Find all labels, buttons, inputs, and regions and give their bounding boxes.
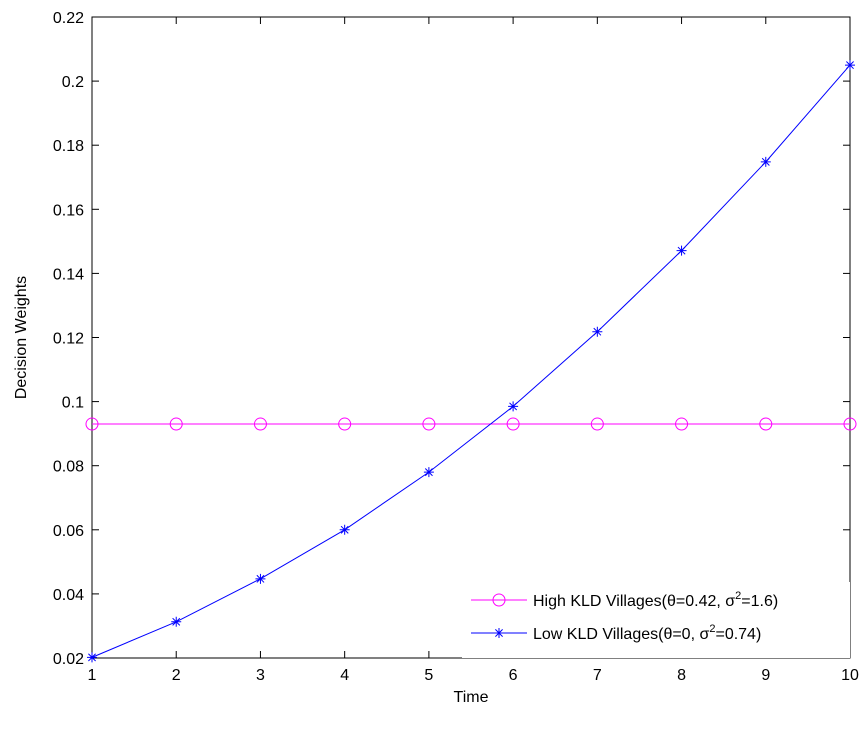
data-point <box>676 245 687 256</box>
data-point <box>253 417 267 431</box>
y-tick-label: 0.08 <box>53 459 84 476</box>
data-point <box>592 326 603 337</box>
data-point <box>171 616 182 627</box>
legend: High KLD Villages(θ=0.42, σ2=1.6) Low KLD… <box>462 582 850 658</box>
series-line <box>91 64 851 658</box>
data-point <box>423 467 434 478</box>
legend-label: High KLD Villages(θ=0.42, σ2=1.6) <box>533 590 778 610</box>
y-axis-label: Decision Weights <box>13 276 30 399</box>
y-tick-label: 0.06 <box>53 523 84 540</box>
x-tick-label: 2 <box>172 667 181 684</box>
x-axis-label: Time <box>454 689 489 706</box>
y-tick-label: 0.2 <box>62 74 84 91</box>
y-tick-label: 0.04 <box>53 587 84 604</box>
data-point <box>85 417 99 431</box>
data-point <box>422 417 436 431</box>
x-tick-label: 8 <box>677 667 686 684</box>
legend-box <box>462 582 850 658</box>
data-point <box>169 417 183 431</box>
data-point <box>845 60 855 71</box>
data-point <box>338 417 352 431</box>
x-tick-label: 10 <box>841 667 859 684</box>
data-point <box>506 417 520 431</box>
x-tick-label: 3 <box>256 667 265 684</box>
x-tick-label: 9 <box>761 667 770 684</box>
series-2 <box>87 60 855 663</box>
x-tick-label: 7 <box>593 667 602 684</box>
data-point <box>87 652 97 663</box>
y-tick-label: 0.12 <box>53 331 84 348</box>
y-tick-label: 0.16 <box>53 202 84 219</box>
x-tick-label: 1 <box>88 667 97 684</box>
series-layer <box>85 60 857 663</box>
y-tick-label: 0.1 <box>62 395 84 412</box>
legend-item: High KLD Villages(θ=0.42, σ2=1.6) <box>471 590 778 610</box>
plot-area <box>91 16 851 659</box>
data-point <box>759 417 773 431</box>
legend-label: Low KLD Villages(θ=0, σ2=0.74) <box>533 623 761 643</box>
y-tick-label: 0.18 <box>53 138 84 155</box>
legend-marker <box>492 593 506 607</box>
y-tick-label: 0.22 <box>53 10 84 27</box>
legend-item: Low KLD Villages(θ=0, σ2=0.74) <box>471 623 761 643</box>
y-tick-label: 0.02 <box>53 651 84 668</box>
data-point <box>255 573 266 584</box>
series-1 <box>85 417 857 431</box>
y-tick-label: 0.14 <box>53 266 84 283</box>
x-tick-label: 6 <box>509 667 518 684</box>
data-point <box>843 417 857 431</box>
data-point <box>760 156 771 167</box>
data-point <box>590 417 604 431</box>
data-point <box>675 417 689 431</box>
data-point <box>339 524 350 535</box>
x-tick-label: 5 <box>424 667 433 684</box>
data-point <box>508 401 519 412</box>
legend-marker <box>494 628 504 638</box>
y-axis-ticks: 0.02 0.04 0.06 0.08 0.1 0.12 0.14 0.16 0.18 0.2 0.… <box>53 10 850 668</box>
x-tick-label: 4 <box>340 667 349 684</box>
